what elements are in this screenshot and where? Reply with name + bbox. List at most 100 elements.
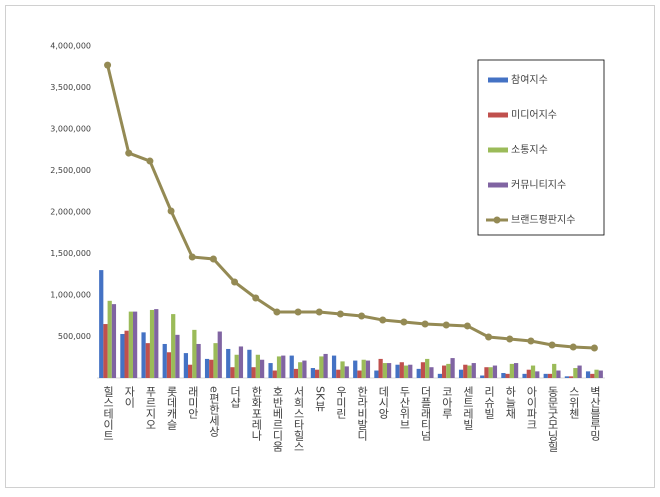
bar	[543, 373, 548, 378]
bar	[166, 352, 172, 378]
bar	[310, 368, 316, 378]
line-marker	[273, 308, 281, 316]
y-tick-label: 3,000,000	[50, 125, 91, 134]
line-marker	[294, 308, 302, 316]
x-tick-label: 하늘채	[504, 385, 517, 419]
line-marker	[400, 318, 408, 326]
bar	[556, 370, 561, 378]
x-tick-label: 센트레빌	[461, 386, 474, 430]
line-marker	[506, 335, 514, 343]
line-marker	[336, 310, 344, 318]
line-marker	[146, 157, 154, 165]
bar	[293, 368, 299, 378]
bar	[526, 369, 531, 378]
y-tick-label: 1,000,000	[50, 291, 91, 300]
line-marker	[358, 312, 366, 320]
bar	[471, 363, 476, 378]
line-marker	[252, 294, 260, 302]
bar	[340, 361, 345, 378]
line-marker	[104, 61, 112, 69]
legend-swatch	[488, 182, 508, 188]
bar	[492, 365, 498, 378]
bar	[488, 367, 493, 378]
bar	[547, 373, 553, 378]
bar	[458, 369, 464, 378]
bar	[99, 270, 104, 378]
bar	[395, 364, 400, 378]
x-tick-label: 리슈빌	[483, 386, 496, 419]
bar	[289, 355, 294, 378]
x-tick-label: 두산위브	[398, 386, 411, 430]
bar	[585, 371, 591, 378]
x-tick-label: 자이	[123, 386, 136, 409]
bar	[183, 353, 189, 378]
line-marker	[527, 337, 535, 345]
x-tick-label: e편한세상	[207, 386, 220, 437]
x-tick-label: 더샵	[229, 386, 242, 408]
line-marker	[315, 308, 323, 316]
line-marker	[590, 344, 598, 352]
bar	[276, 356, 282, 378]
bar	[124, 330, 129, 378]
bar	[234, 354, 239, 378]
bar	[564, 376, 570, 378]
bar	[386, 363, 392, 378]
line-marker	[421, 320, 429, 328]
bar	[192, 329, 197, 378]
line-marker	[167, 207, 175, 215]
line-marker	[485, 333, 493, 341]
bar	[281, 355, 286, 378]
bar	[501, 373, 506, 378]
bar	[103, 324, 108, 378]
x-tick-label: 코아루	[440, 386, 453, 420]
bar	[171, 314, 176, 378]
x-tick-label: 우미린	[334, 386, 347, 419]
bar	[522, 373, 527, 378]
bar	[111, 304, 117, 378]
bar	[323, 353, 328, 378]
x-tick-label: 롯데캐슬	[165, 386, 178, 430]
bar	[437, 373, 443, 378]
bar	[259, 359, 265, 378]
x-tick-label: 스위첸	[567, 386, 580, 419]
bar	[361, 359, 366, 378]
bar	[403, 365, 409, 378]
bar	[594, 369, 599, 378]
bar	[132, 311, 138, 378]
bar	[128, 311, 133, 378]
bar	[446, 363, 451, 378]
bar	[213, 343, 218, 378]
bar	[226, 348, 231, 378]
bar	[450, 358, 455, 378]
bar	[149, 309, 155, 378]
bar	[535, 371, 540, 378]
bar	[145, 343, 150, 378]
bar	[209, 359, 214, 378]
bar	[272, 370, 277, 378]
x-tick-label: SK뷰	[313, 386, 326, 411]
line-marker	[569, 343, 577, 351]
bar	[302, 360, 307, 378]
bar	[315, 369, 320, 378]
bar	[530, 365, 536, 378]
bar	[162, 343, 167, 378]
bar	[238, 346, 244, 378]
bar	[420, 362, 426, 378]
bar	[590, 373, 595, 378]
y-tick-label: 2,500,000	[50, 166, 91, 175]
bar	[344, 366, 349, 378]
bar	[463, 364, 468, 378]
bar	[120, 334, 125, 378]
line-marker	[548, 341, 556, 349]
bar	[513, 363, 519, 378]
bar	[331, 355, 337, 378]
line-marker	[442, 321, 450, 329]
legend-swatch	[488, 147, 508, 153]
x-tick-label: 동문굿모닝힐	[546, 386, 559, 452]
bar	[416, 368, 421, 378]
bar	[569, 376, 574, 378]
bar	[509, 363, 514, 378]
bar	[467, 365, 472, 378]
legend-swatch	[488, 77, 508, 83]
